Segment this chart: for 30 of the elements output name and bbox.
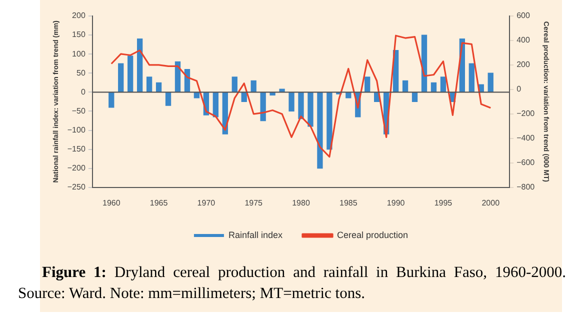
x-tick-label: 1985 — [340, 198, 358, 208]
y2-tick-label: 200 — [516, 60, 530, 70]
y2-tick-label: 0 — [516, 84, 522, 94]
y2-tick-label: 600 — [516, 11, 530, 20]
y2-tick-label: −200 — [516, 109, 536, 118]
y-tick-label: 150 — [72, 30, 86, 40]
y2-tick-label: 400 — [516, 36, 530, 45]
x-tick-label: 1995 — [434, 198, 453, 208]
y-tick-label: 200 — [72, 11, 86, 20]
legend-label: Cereal production — [336, 230, 408, 240]
x-tick-label: 1960 — [102, 198, 121, 208]
y-tick-label: −150 — [67, 144, 86, 154]
y-tick-label: −50 — [72, 106, 86, 116]
x-tick-label: 1970 — [197, 198, 216, 208]
x-tick-label: 1965 — [150, 198, 168, 208]
y2-tick-label: −800 — [516, 182, 536, 192]
y-tick-label: 100 — [72, 49, 86, 58]
y-tick-label: 50 — [76, 68, 86, 78]
y-tick-label: −200 — [67, 164, 86, 173]
y-tick-label: −250 — [67, 182, 86, 192]
y-tick-label: 0 — [80, 87, 86, 96]
legend-label: Rainfall index — [228, 230, 283, 240]
x-tick-label: 2000 — [482, 198, 500, 208]
y2-tick-label: −600 — [516, 158, 536, 168]
x-tick-label: 1990 — [386, 198, 406, 208]
y-tick-label: −100 — [67, 125, 86, 134]
y2-tick-label: −400 — [516, 134, 536, 143]
x-tick-label: 1975 — [244, 198, 264, 208]
x-tick-label: 1980 — [292, 198, 310, 208]
caption: Figure 1: Dryland cereal production and rainfall in Burkina Faso, 1960-2000. Source: Ward. Note: mm=millimeters; MT=metric tons. — [18, 264, 566, 302]
